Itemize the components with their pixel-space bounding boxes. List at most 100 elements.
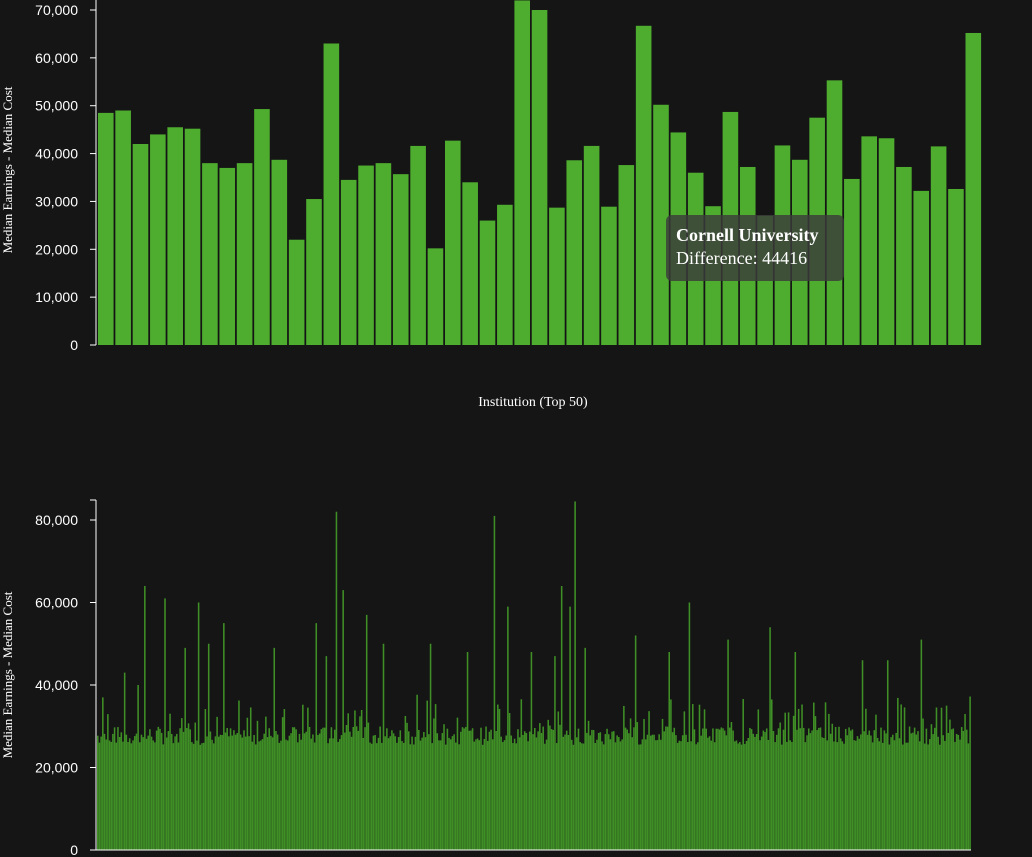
bar[interactable]	[868, 730, 871, 850]
bar[interactable]	[462, 182, 478, 345]
bar[interactable]	[154, 742, 156, 850]
bar[interactable]	[181, 718, 183, 850]
bar[interactable]	[744, 743, 746, 850]
bar[interactable]	[604, 734, 607, 850]
bar[interactable]	[133, 736, 136, 850]
bar[interactable]	[770, 699, 773, 850]
bar[interactable]	[567, 735, 570, 850]
bar[interactable]	[490, 729, 492, 850]
bar[interactable]	[703, 709, 706, 850]
bar[interactable]	[796, 729, 798, 850]
bar[interactable]	[584, 647, 586, 851]
bar[interactable]	[399, 730, 402, 850]
bar[interactable]	[411, 736, 413, 850]
bar[interactable]	[727, 639, 729, 851]
bar[interactable]	[613, 731, 615, 850]
bar[interactable]	[266, 737, 269, 850]
bar[interactable]	[828, 713, 830, 850]
bar[interactable]	[231, 735, 234, 850]
bar[interactable]	[849, 730, 852, 850]
bar[interactable]	[182, 731, 185, 850]
bar[interactable]	[851, 729, 854, 850]
bar[interactable]	[123, 672, 126, 851]
bar[interactable]	[310, 738, 313, 850]
bar[interactable]	[915, 734, 918, 850]
bar[interactable]	[631, 737, 634, 850]
bar[interactable]	[327, 743, 329, 850]
bar[interactable]	[241, 737, 244, 850]
bar[interactable]	[176, 733, 178, 850]
bar[interactable]	[285, 739, 287, 850]
bar[interactable]	[271, 737, 274, 850]
bar[interactable]	[844, 728, 847, 850]
bar[interactable]	[560, 586, 563, 850]
bar[interactable]	[903, 707, 906, 850]
bar[interactable]	[656, 740, 659, 850]
bar[interactable]	[248, 736, 250, 850]
bar[interactable]	[947, 732, 950, 850]
bar[interactable]	[448, 737, 450, 850]
bar[interactable]	[162, 744, 165, 850]
bar[interactable]	[493, 515, 496, 851]
bar[interactable]	[449, 739, 452, 850]
bar[interactable]	[164, 598, 166, 851]
bar[interactable]	[809, 733, 812, 850]
bar[interactable]	[332, 738, 334, 850]
bar[interactable]	[535, 737, 538, 850]
bar[interactable]	[856, 736, 859, 850]
bar[interactable]	[873, 730, 876, 850]
bar[interactable]	[451, 736, 454, 850]
bar[interactable]	[876, 737, 879, 850]
bar[interactable]	[375, 163, 392, 345]
bar[interactable]	[959, 739, 961, 850]
bar[interactable]	[776, 734, 778, 850]
bar[interactable]	[836, 742, 839, 850]
bar[interactable]	[698, 704, 701, 850]
bar[interactable]	[258, 741, 260, 850]
bar[interactable]	[821, 737, 823, 850]
bar[interactable]	[579, 742, 581, 850]
bar[interactable]	[172, 743, 175, 850]
bar[interactable]	[497, 704, 499, 850]
bar[interactable]	[317, 735, 319, 850]
bar[interactable]	[352, 726, 355, 850]
bar[interactable]	[957, 734, 960, 850]
bar[interactable]	[344, 732, 346, 850]
bar[interactable]	[848, 727, 850, 850]
bar[interactable]	[424, 737, 427, 850]
bar[interactable]	[688, 602, 691, 851]
bar[interactable]	[824, 702, 827, 850]
bar[interactable]	[313, 742, 316, 850]
bar[interactable]	[436, 733, 439, 850]
bar[interactable]	[223, 623, 225, 851]
bar[interactable]	[170, 733, 173, 850]
bar[interactable]	[177, 742, 180, 850]
bar[interactable]	[786, 741, 788, 850]
bar[interactable]	[685, 734, 687, 850]
bar[interactable]	[540, 732, 543, 850]
bar[interactable]	[772, 731, 775, 850]
bar[interactable]	[365, 614, 368, 851]
bar[interactable]	[819, 727, 822, 850]
bar[interactable]	[155, 730, 158, 850]
bar[interactable]	[678, 740, 681, 850]
bar[interactable]	[967, 743, 970, 850]
bar[interactable]	[528, 731, 531, 850]
bar[interactable]	[421, 737, 423, 850]
bar[interactable]	[418, 729, 420, 850]
bar[interactable]	[167, 127, 183, 345]
bar[interactable]	[765, 728, 768, 850]
bar[interactable]	[510, 735, 513, 850]
bar[interactable]	[221, 735, 223, 850]
bar[interactable]	[478, 740, 481, 850]
bar[interactable]	[601, 206, 617, 345]
bar[interactable]	[863, 731, 865, 850]
bar[interactable]	[140, 734, 143, 850]
bar[interactable]	[384, 736, 386, 850]
bar[interactable]	[918, 741, 921, 850]
bar[interactable]	[238, 700, 240, 850]
bar[interactable]	[444, 744, 447, 850]
bar[interactable]	[878, 741, 881, 850]
bar[interactable]	[465, 726, 467, 850]
bar[interactable]	[860, 734, 862, 850]
